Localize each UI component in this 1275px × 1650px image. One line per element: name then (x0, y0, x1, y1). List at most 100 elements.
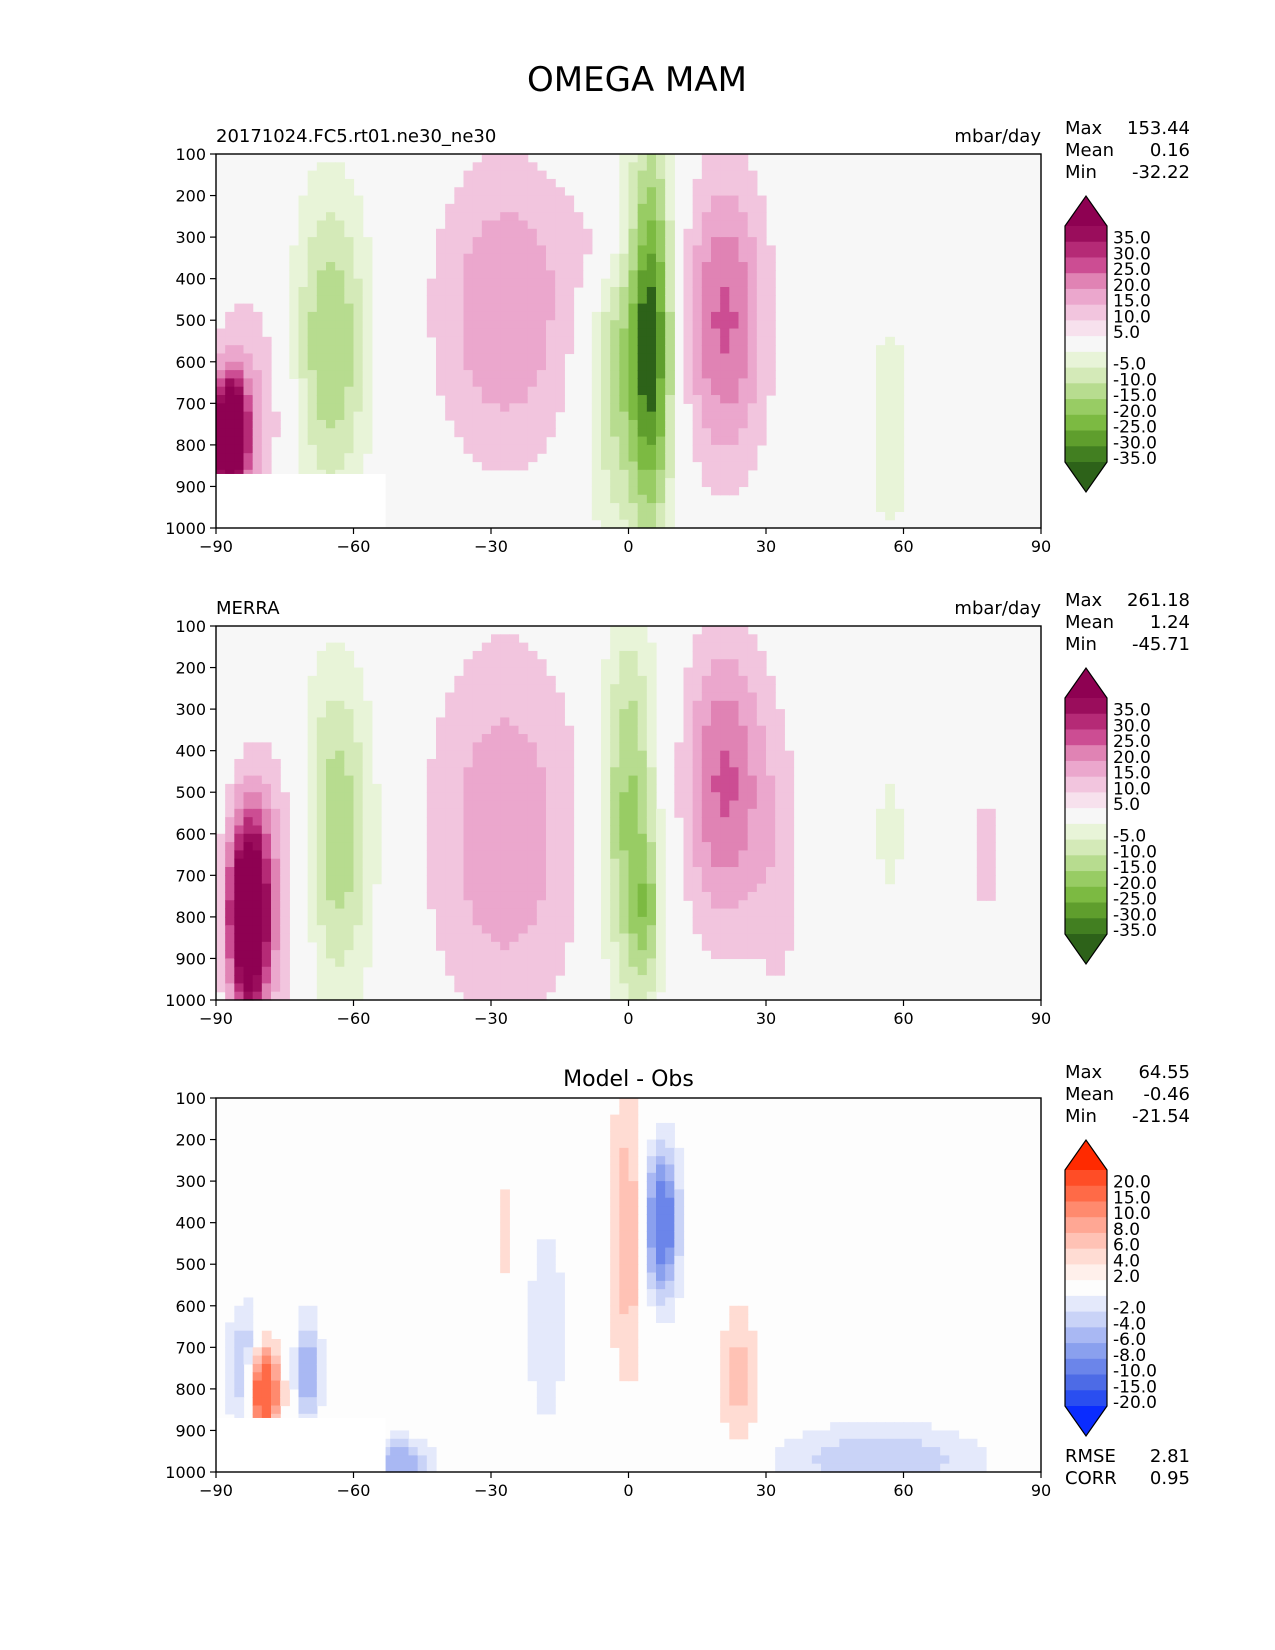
contour-cell (701, 742, 712, 752)
contour-cell (454, 419, 465, 429)
contour-cell (234, 303, 245, 313)
contour-cell (536, 800, 547, 810)
contour-cell (518, 428, 529, 438)
x-tick-label: −60 (337, 1481, 371, 1500)
contour-cell (811, 1438, 822, 1448)
contour-cell (243, 411, 254, 421)
contour-cell (637, 220, 648, 230)
contour-cell (518, 958, 529, 968)
contour-cell (344, 742, 355, 752)
contour-cell (436, 361, 446, 371)
contour-cell (307, 742, 318, 752)
contour-cell (252, 775, 263, 785)
contour-cell (518, 419, 529, 429)
contour-cell (601, 453, 611, 463)
contour-cell (252, 428, 263, 438)
contour-cell (353, 783, 364, 793)
contour-cell (637, 237, 648, 247)
contour-cell (775, 850, 785, 860)
contour-cell (674, 767, 685, 777)
contour-cell (628, 478, 639, 488)
contour-cell (307, 775, 318, 785)
contour-cell (885, 1430, 895, 1440)
y-tick-label: 500 (175, 1255, 206, 1274)
contour-cell (876, 842, 886, 851)
colorbar-label: -35.0 (1113, 449, 1157, 469)
y-tick-label: 900 (175, 477, 206, 496)
contour-cell (509, 634, 520, 644)
contour-cell (756, 659, 767, 669)
contour-cell (463, 742, 474, 752)
colorbar-seam (1065, 225, 1107, 227)
contour-cell (500, 667, 510, 677)
contour-cell (711, 353, 721, 363)
contour-cell (243, 750, 254, 760)
contour-cell (610, 1297, 620, 1307)
contour-cell (353, 983, 364, 993)
contour-cell (811, 1463, 822, 1473)
contour-cell (701, 750, 712, 760)
contour-cell (784, 867, 795, 876)
contour-cell (949, 1438, 960, 1448)
contour-cell (720, 461, 730, 471)
stat-value: -0.46 (1143, 1084, 1190, 1105)
x-tick-label: −30 (474, 537, 508, 556)
contour-cell (454, 286, 465, 296)
contour-cell (628, 734, 639, 743)
contour-cell (307, 783, 318, 793)
contour-cell (518, 245, 529, 255)
colorbar-segment (1065, 760, 1107, 778)
contour-cell (646, 642, 657, 652)
contour-cell (619, 1206, 630, 1215)
contour-cell (628, 858, 639, 868)
contour-cell (307, 1372, 318, 1382)
contour-cell (491, 933, 501, 943)
contour-cell (711, 295, 721, 305)
contour-cell (261, 1380, 272, 1390)
contour-cell (692, 195, 703, 205)
contour-cell (756, 220, 767, 230)
y-tick-label: 800 (175, 1380, 206, 1399)
contour-cell (454, 295, 465, 305)
contour-cell (344, 808, 355, 818)
contour-cell (729, 370, 740, 379)
contour-cell (701, 195, 712, 205)
contour-cell (692, 792, 703, 802)
contour-cell (976, 833, 987, 843)
contour-cell (316, 867, 327, 876)
contour-cell (344, 858, 355, 868)
contour-cell (518, 378, 529, 388)
contour-cell (656, 1280, 666, 1290)
contour-cell (894, 478, 905, 488)
contour-cell (811, 1447, 822, 1456)
contour-cell (674, 1239, 685, 1249)
contour-cell (876, 1463, 886, 1473)
contour-cell (665, 1214, 675, 1224)
contour-cell (665, 1297, 675, 1307)
contour-cell (316, 295, 327, 305)
contour-cell (509, 700, 520, 710)
contour-cell (536, 403, 547, 413)
contour-cell (720, 800, 730, 810)
contour-cell (747, 212, 758, 222)
contour-cell (646, 253, 657, 263)
contour-cell (628, 1214, 639, 1224)
contour-cell (619, 950, 630, 960)
contour-cell (738, 825, 749, 835)
contour-cell (665, 286, 675, 296)
contour-cell (738, 916, 749, 926)
contour-cell (656, 808, 666, 818)
contour-cell (738, 808, 749, 818)
contour-cell (261, 966, 272, 976)
contour-cell (711, 278, 721, 288)
contour-cell (362, 295, 373, 305)
contour-cell (720, 403, 730, 413)
contour-cell (555, 758, 565, 768)
contour-cell (252, 1380, 263, 1390)
contour-cell (976, 817, 987, 827)
stat-value: 153.44 (1127, 118, 1190, 139)
contour-cell (362, 783, 373, 793)
contour-cell (591, 444, 602, 454)
contour-cell (738, 336, 749, 346)
contour-cell (344, 262, 355, 271)
